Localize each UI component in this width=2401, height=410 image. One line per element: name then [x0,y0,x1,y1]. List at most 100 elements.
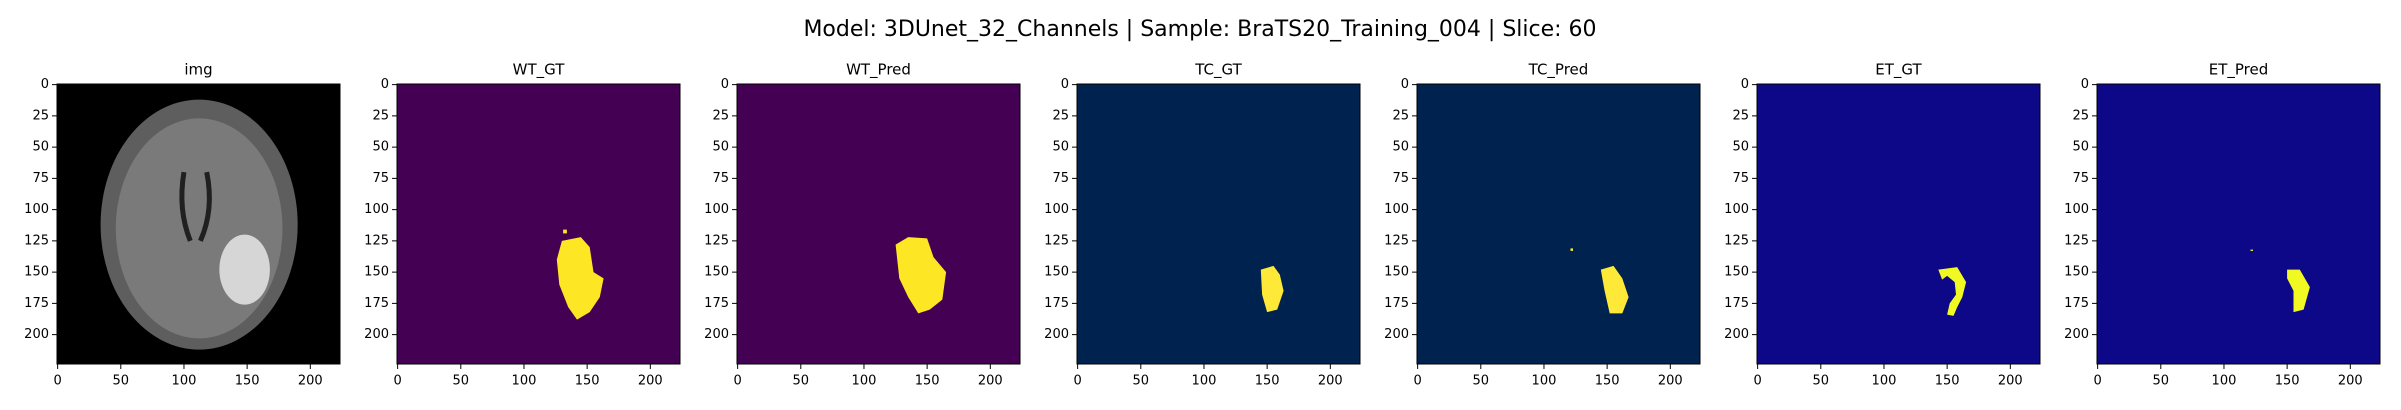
x-tick-label: 150 [1255,374,1280,389]
panel: ET_GT 0 50 100 150 200 0 25 50 75 100 125 150 175 200 [1724,61,2041,389]
x-tick-label: 50 [1473,374,1490,389]
mask-region [1260,265,1284,313]
y-tick-label: 200 [2064,327,2089,342]
x-tick-label: 50 [2153,374,2170,389]
x-tick-label: 100 [1532,374,1557,389]
y-tick-label: 150 [24,265,49,280]
y-tick-label: 200 [1044,327,1069,342]
panel-title: img [184,61,212,79]
y-tick-label: 200 [364,327,389,342]
panel-title: TC_Pred [1528,61,1589,80]
y-tick-label: 75 [1392,171,1409,186]
x-tick-label: 50 [453,374,470,389]
panel: ET_Pred 0 50 100 150 200 0 25 50 75 100 125 150 175 20… [2064,61,2381,389]
axes-frame [736,83,1021,365]
x-tick-label: 200 [298,374,323,389]
x-tick-label: 150 [575,374,600,389]
y-tick-label: 75 [372,171,389,186]
mask-region [556,237,604,320]
y-tick-label: 100 [1044,202,1069,217]
mask-region [563,229,567,234]
image-background [2097,84,2380,364]
y-tick-label: 50 [372,140,389,155]
panel: WT_Pred 0 50 100 150 200 0 25 50 75 100 125 150 175 20… [704,61,1021,389]
y-tick-label: 175 [2064,296,2089,311]
y-tick-label: 25 [32,108,49,123]
x-tick-label: 150 [235,374,260,389]
y-tick-label: 100 [1724,202,1749,217]
mask-region [2250,249,2253,251]
mask-region [2287,269,2310,313]
y-tick-label: 125 [1724,233,1749,248]
x-tick-label: 200 [1318,374,1343,389]
y-tick-label: 100 [1384,202,1409,217]
y-tick-label: 125 [1044,233,1069,248]
lesion [219,234,270,305]
y-tick-label: 25 [1392,108,1409,123]
panel-title: WT_GT [513,61,566,80]
y-tick-label: 175 [24,296,49,311]
y-tick-label: 0 [2081,77,2089,92]
y-tick-label: 0 [41,77,49,92]
x-tick-label: 200 [1998,374,2023,389]
axes-frame [2096,83,2381,365]
y-tick-label: 175 [364,296,389,311]
y-tick-label: 0 [1401,77,1409,92]
y-tick-label: 100 [364,202,389,217]
axes-frame [1756,83,2041,365]
mask-region [1938,267,1967,316]
y-tick-label: 150 [704,265,729,280]
x-tick-label: 100 [172,374,197,389]
x-tick-label: 0 [733,374,741,389]
y-tick-label: 150 [364,265,389,280]
panel-title: ET_Pred [2209,61,2269,80]
y-tick-label: 50 [32,140,49,155]
x-tick-label: 150 [2275,374,2300,389]
y-tick-label: 150 [1044,265,1069,280]
x-tick-label: 0 [1073,374,1081,389]
x-tick-label: 100 [852,374,877,389]
y-tick-label: 75 [32,171,49,186]
x-tick-label: 0 [1413,374,1421,389]
x-tick-label: 0 [2093,374,2101,389]
x-tick-label: 200 [1658,374,1683,389]
y-tick-label: 125 [2064,233,2089,248]
y-tick-label: 150 [2064,265,2089,280]
y-tick-label: 100 [2064,202,2089,217]
image-background [1077,84,1360,364]
mask-region [1600,265,1629,314]
x-tick-label: 50 [1133,374,1150,389]
x-tick-label: 150 [1935,374,1960,389]
y-tick-label: 75 [2072,171,2089,186]
image-background [737,84,1020,364]
y-tick-label: 50 [1392,140,1409,155]
x-tick-label: 0 [1753,374,1761,389]
y-tick-label: 25 [2072,108,2089,123]
panel: img 0 50 100 150 200 0 25 50 75 100 125 150 175 200 [24,61,341,389]
figure-title: Model: 3DUnet_32_Channels | Sample: BraT… [803,17,1596,42]
y-tick-label: 125 [1384,233,1409,248]
y-tick-label: 75 [1052,171,1069,186]
y-tick-label: 0 [1061,77,1069,92]
image-background [1417,84,1700,364]
panel-title: WT_Pred [846,61,911,80]
x-tick-label: 100 [2212,374,2237,389]
y-tick-label: 175 [1384,296,1409,311]
x-tick-label: 100 [1192,374,1217,389]
y-tick-label: 200 [1724,327,1749,342]
x-tick-label: 200 [978,374,1003,389]
axes-frame [396,83,681,365]
panel: TC_GT 0 50 100 150 200 0 25 50 75 100 125 150 175 200 [1044,61,1361,389]
y-tick-label: 0 [381,77,389,92]
y-tick-label: 125 [24,233,49,248]
y-tick-label: 175 [1724,296,1749,311]
y-tick-label: 25 [372,108,389,123]
x-tick-label: 50 [113,374,130,389]
y-tick-label: 150 [1384,265,1409,280]
y-tick-label: 100 [704,202,729,217]
y-tick-label: 50 [1052,140,1069,155]
y-tick-label: 175 [704,296,729,311]
x-tick-label: 0 [53,374,61,389]
y-tick-label: 100 [24,202,49,217]
image-background [1757,84,2040,364]
